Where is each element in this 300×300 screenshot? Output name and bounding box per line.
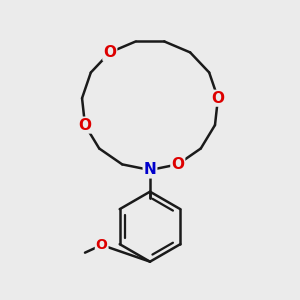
- Text: O: O: [96, 238, 108, 252]
- Text: O: O: [79, 118, 92, 133]
- Text: N: N: [144, 163, 156, 178]
- Text: O: O: [103, 45, 116, 60]
- Text: O: O: [171, 157, 184, 172]
- Text: O: O: [212, 91, 224, 106]
